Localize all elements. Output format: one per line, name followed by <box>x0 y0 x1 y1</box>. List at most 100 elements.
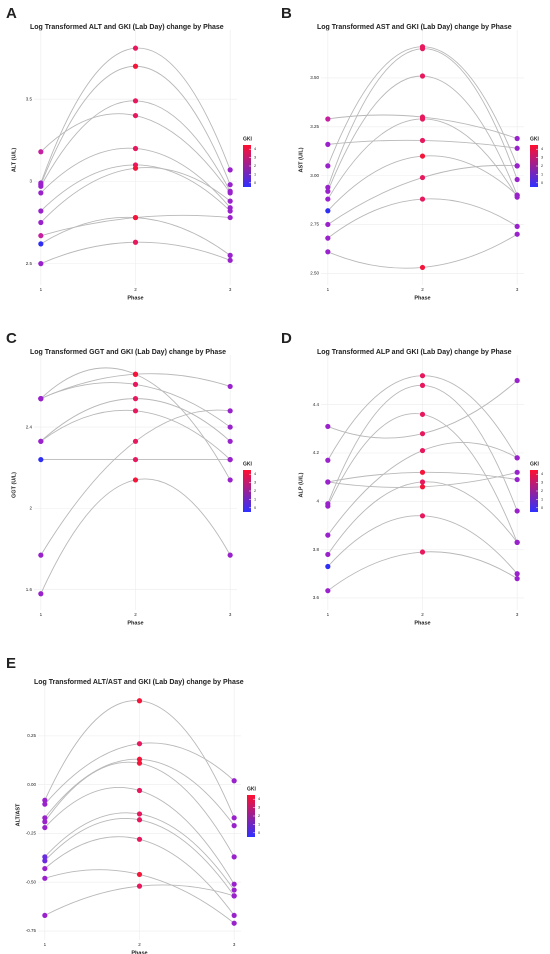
data-point <box>38 190 44 196</box>
chart-title: Log Transformed ALT/AST and GKI (Lab Day… <box>34 679 244 686</box>
y-axis-title: ALT/AST <box>15 803 21 826</box>
data-point <box>42 801 48 807</box>
data-point <box>38 208 44 214</box>
data-point <box>132 214 139 221</box>
data-point <box>514 539 520 545</box>
data-point <box>38 183 44 189</box>
x-axis-title: Phase <box>127 620 143 626</box>
colorbar-tick-label: 0 <box>254 506 256 510</box>
data-point <box>231 893 237 899</box>
data-point <box>38 261 44 267</box>
x-axis-title: Phase <box>131 950 147 954</box>
y-tick-label: 2 <box>29 506 32 511</box>
data-point <box>419 484 426 490</box>
data-point <box>136 871 143 878</box>
data-point <box>38 396 44 402</box>
colorbar-tick-label: 1 <box>254 497 256 501</box>
data-point <box>227 167 233 173</box>
colorbar-tick-label: 1 <box>254 172 256 176</box>
colorbar-tick-label: 4 <box>254 147 256 151</box>
data-point <box>419 431 426 437</box>
chart-title: Log Transformed AST and GKI (Lab Day) ch… <box>317 24 512 31</box>
data-point <box>42 875 48 881</box>
data-point <box>136 741 143 747</box>
data-point <box>227 188 233 194</box>
y-tick-label: 1.6 <box>26 587 33 592</box>
x-tick-label: 2 <box>421 612 424 617</box>
panel: C Log Transformed GGT and GKI (Lab Day) c… <box>6 330 256 626</box>
y-axis-title: GGT (U/L) <box>11 472 17 498</box>
data-point <box>132 98 139 104</box>
colorbar-title: GKI <box>247 786 257 792</box>
panel: D Log Transformed ALP and GKI (Lab Day) c… <box>281 330 543 626</box>
data-point <box>514 455 520 461</box>
data-point <box>132 381 139 387</box>
data-point <box>136 698 143 704</box>
data-point <box>231 912 237 919</box>
data-point <box>136 756 143 762</box>
colorbar-tick-label: 1 <box>541 497 543 501</box>
data-point <box>231 815 237 821</box>
colorbar-tick-label: 3 <box>258 806 260 810</box>
data-point <box>136 787 143 794</box>
data-point <box>38 438 44 444</box>
data-point <box>419 73 426 79</box>
panel-label: C <box>6 330 17 347</box>
colorbar-tick-label: 4 <box>254 472 256 476</box>
data-point <box>227 477 233 483</box>
y-axis-title: ALP (U/L) <box>298 472 304 497</box>
x-axis-title: Phase <box>414 620 430 626</box>
colorbar-tick-label: 1 <box>541 172 543 176</box>
data-point <box>514 223 520 230</box>
colorbar-tick-label: 3 <box>254 481 256 485</box>
x-tick-label: 3 <box>229 287 232 292</box>
colorbar-title: GKI <box>530 136 540 142</box>
data-point <box>42 865 48 872</box>
data-point <box>136 883 143 889</box>
data-point <box>38 552 44 558</box>
y-tick-label: 4.4 <box>313 402 320 407</box>
data-point <box>325 235 331 241</box>
y-axis-title: AST (U/L) <box>298 147 304 172</box>
data-point <box>227 208 233 214</box>
data-point <box>514 176 520 183</box>
data-point <box>419 411 426 417</box>
colorbar-tick-label: 1 <box>258 822 260 826</box>
data-point <box>514 575 520 582</box>
chart-title: Log Transformed ALP and GKI (Lab Day) ch… <box>317 349 512 356</box>
data-point <box>132 477 139 483</box>
x-tick-label: 2 <box>134 287 137 292</box>
data-point <box>227 252 233 258</box>
y-tick-label: 2.5 <box>26 261 33 266</box>
y-tick-label: 3.50 <box>310 75 319 80</box>
data-point <box>132 145 139 152</box>
data-point <box>38 233 44 239</box>
data-point <box>325 551 331 558</box>
data-point <box>227 257 233 263</box>
data-point <box>38 456 44 463</box>
x-tick-label: 2 <box>134 612 137 617</box>
x-tick-label: 3 <box>233 942 236 947</box>
colorbar-title: GKI <box>243 461 253 467</box>
panel-label: E <box>6 655 16 672</box>
colorbar-tick-label: 3 <box>254 156 256 160</box>
data-point <box>325 116 331 122</box>
data-point <box>231 920 237 926</box>
data-point <box>419 196 426 202</box>
data-point <box>38 219 44 226</box>
data-point <box>132 396 139 402</box>
data-point <box>419 447 426 454</box>
x-tick-label: 3 <box>516 287 519 292</box>
data-point <box>227 456 233 463</box>
data-point <box>514 163 520 169</box>
data-point <box>419 373 426 379</box>
data-point <box>325 457 331 463</box>
data-point <box>514 377 520 384</box>
panel: A Log Transformed ALT and GKI (Lab Day) c… <box>6 5 256 301</box>
y-tick-label: 2.4 <box>26 424 33 429</box>
data-point <box>136 817 143 823</box>
x-tick-label: 1 <box>40 612 43 617</box>
data-point <box>419 549 426 555</box>
colorbar-title: GKI <box>530 461 540 467</box>
